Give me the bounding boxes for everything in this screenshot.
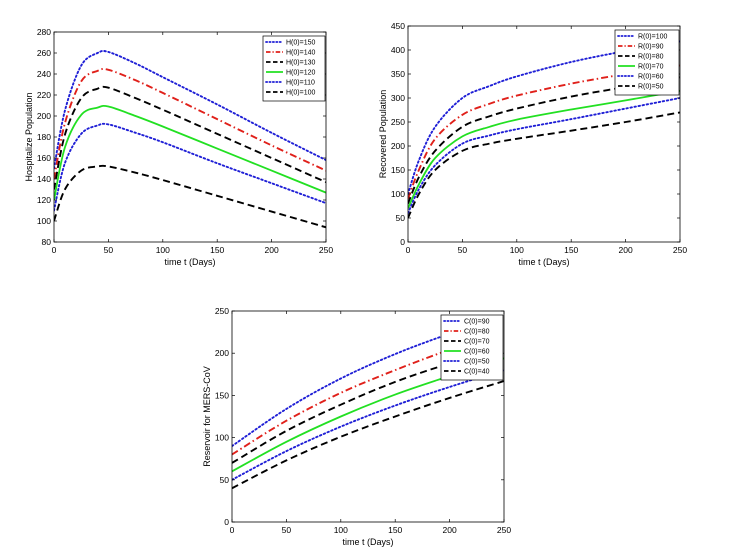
x-axis-label: time t (Days) — [518, 257, 569, 267]
series-line-2-5 — [232, 380, 504, 490]
y-tick-label: 260 — [37, 48, 51, 58]
legend-label: C(0)=70 — [464, 339, 490, 346]
legend-label: C(0)=90 — [464, 319, 490, 326]
y-tick-label: 160 — [37, 153, 51, 163]
y-tick-label: 350 — [391, 69, 405, 79]
legend-label: R(0)=90 — [638, 44, 664, 51]
legend-box — [614, 29, 680, 96]
recovered-chart: 0 50 100 150 200 250 0 50 100 150 200 250 300 350 400 4… — [378, 21, 687, 267]
plot-frame — [407, 25, 681, 243]
y-tick-label: 100 — [37, 216, 51, 226]
legend-label: H(0)=100 — [286, 90, 315, 97]
y-tick-label: 180 — [37, 132, 51, 142]
x-tick-label: 100 — [156, 245, 170, 255]
legend-label: R(0)=60 — [638, 74, 664, 81]
y-tick-label: 400 — [391, 45, 405, 55]
legend-label: C(0)=40 — [464, 369, 490, 376]
series-line-1-3 — [408, 89, 680, 209]
y-tick-label: 450 — [391, 21, 405, 31]
x-tick-label: 0 — [406, 245, 411, 255]
y-tick-label: 120 — [37, 195, 51, 205]
reservoir-chart: 0 50 100 150 200 250 0 50 100 150 200 250 time t (Da… — [202, 306, 511, 547]
legend-label: H(0)=110 — [286, 80, 315, 87]
y-tick-label: 80 — [42, 237, 52, 247]
y-tick-label: 50 — [396, 213, 406, 223]
x-axis-label: time t (Days) — [164, 257, 215, 267]
x-tick-label: 250 — [673, 245, 687, 255]
y-tick-label: 250 — [215, 306, 229, 316]
x-tick-label: 200 — [619, 245, 633, 255]
x-tick-label: 200 — [265, 245, 279, 255]
x-tick-label: 50 — [458, 245, 468, 255]
series-line-1-5 — [408, 111, 680, 219]
hospitalized-chart: 0 50 100 150 200 250 80 100 120 140 160 180 200 220 24… — [24, 27, 333, 267]
y-tick-label: 200 — [37, 111, 51, 121]
y-tick-label: 200 — [215, 348, 229, 358]
legend-label: C(0)=80 — [464, 329, 490, 336]
legend-label: H(0)=150 — [286, 40, 315, 47]
y-tick-label: 220 — [37, 90, 51, 100]
legend-label: C(0)=50 — [464, 359, 490, 366]
y-tick-label: 150 — [391, 165, 405, 175]
series-line-1-2 — [408, 76, 680, 204]
y-tick-label: 150 — [215, 390, 229, 400]
x-axis-label: time t (Days) — [342, 537, 393, 547]
legend-box — [262, 35, 326, 102]
x-tick-label: 50 — [282, 525, 292, 535]
series-line-1-0 — [408, 40, 680, 195]
series-line-0-4 — [54, 122, 326, 212]
series-line-1-1 — [408, 64, 680, 200]
series-line-2-4 — [232, 369, 504, 481]
y-tick-label: 100 — [215, 433, 229, 443]
x-tick-label: 150 — [564, 245, 578, 255]
y-axis-label: Recovered Population — [378, 90, 388, 179]
x-tick-label: 150 — [388, 525, 402, 535]
y-tick-label: 250 — [391, 117, 405, 127]
x-tick-label: 250 — [319, 245, 333, 255]
x-tick-label: 0 — [230, 525, 235, 535]
y-tick-label: 140 — [37, 174, 51, 184]
y-tick-label: 240 — [37, 69, 51, 79]
x-tick-label: 200 — [443, 525, 457, 535]
plot-frame — [231, 310, 505, 523]
y-tick-label: 200 — [391, 141, 405, 151]
y-tick-label: 50 — [220, 475, 230, 485]
series-line-0-2 — [54, 85, 326, 190]
x-tick-label: 150 — [210, 245, 224, 255]
series-line-0-3 — [54, 104, 326, 201]
y-tick-label: 0 — [224, 517, 229, 527]
series-line-0-5 — [54, 164, 326, 229]
x-tick-label: 100 — [510, 245, 524, 255]
x-tick-label: 0 — [52, 245, 57, 255]
legend-label: R(0)=70 — [638, 64, 664, 71]
y-axis-label: Reservoir for MERS-CoV — [202, 366, 212, 467]
legend-label: C(0)=60 — [464, 349, 490, 356]
legend-label: H(0)=140 — [286, 50, 315, 57]
legend-label: H(0)=130 — [286, 60, 315, 67]
y-axis-label: Hospitalize Population — [24, 92, 34, 181]
y-tick-label: 100 — [391, 189, 405, 199]
y-tick-label: 280 — [37, 27, 51, 37]
legend-box — [440, 314, 504, 381]
legend-label: R(0)=50 — [638, 84, 664, 91]
series-line-2-1 — [232, 332, 504, 456]
x-tick-label: 250 — [497, 525, 511, 535]
series-line-0-1 — [54, 67, 326, 180]
series-line-1-4 — [408, 97, 680, 215]
x-tick-label: 100 — [334, 525, 348, 535]
x-tick-label: 50 — [104, 245, 114, 255]
y-tick-label: 300 — [391, 93, 405, 103]
legend-label: R(0)=100 — [638, 34, 667, 41]
legend-label: H(0)=120 — [286, 70, 315, 77]
legend-label: R(0)=80 — [638, 54, 664, 61]
series-line-0-0 — [54, 49, 326, 170]
y-tick-label: 0 — [400, 237, 405, 247]
